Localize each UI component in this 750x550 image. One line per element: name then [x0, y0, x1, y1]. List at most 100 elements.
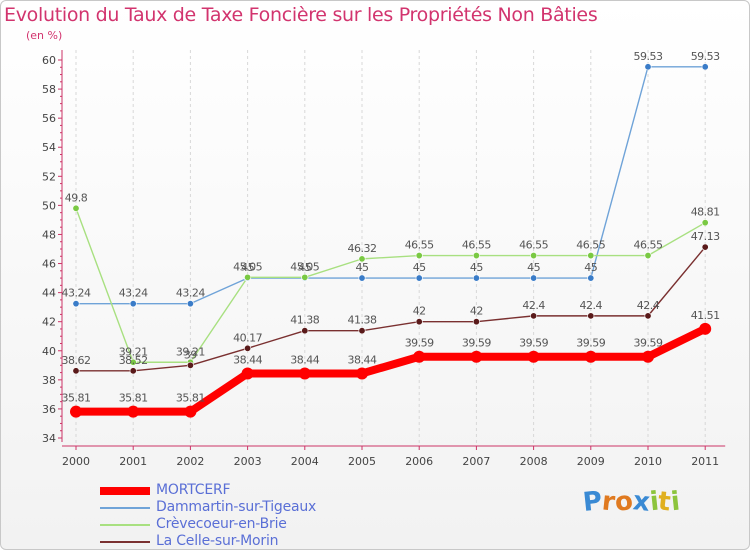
legend-label: MORTCERF: [156, 482, 231, 498]
data-label-la-celle-sur-morin: 42: [470, 305, 483, 318]
data-label-dammartin-sur-tigeaux: 45: [241, 261, 254, 274]
data-labels-layer: 43.24 43.24 43.24 45 45 45 45 45 45 45 59.53 59.53 4…: [62, 50, 721, 405]
data-point-crevecoeur-en-brie: [415, 252, 423, 260]
data-label-crevecoeur-en-brie: 39.21: [176, 345, 205, 358]
data-label-dammartin-sur-tigeaux: 45: [356, 261, 369, 274]
y-tick-label: 46: [42, 258, 56, 271]
data-label-la-celle-sur-morin: 41.38: [290, 314, 319, 327]
legend-swatch: [100, 524, 150, 526]
data-label-mortcerf: 39.59: [634, 337, 663, 350]
x-tick-label: 2001: [119, 455, 147, 468]
data-point-crevecoeur-en-brie: [472, 252, 480, 260]
data-label-crevecoeur-en-brie: 46.55: [634, 239, 663, 252]
data-point-crevecoeur-en-brie: [301, 273, 309, 281]
data-point-mortcerf: [298, 367, 311, 380]
data-label-mortcerf: 35.81: [62, 392, 91, 405]
data-label-la-celle-sur-morin: 38.62: [62, 354, 91, 367]
data-point-dammartin-sur-tigeaux: [644, 63, 652, 71]
y-tick-label: 58: [42, 83, 56, 96]
data-point-mortcerf: [699, 322, 712, 335]
data-label-mortcerf: 39.59: [405, 337, 434, 350]
legend-label: La Celle-sur-Morin: [156, 533, 279, 549]
x-tick-label: 2010: [634, 455, 662, 468]
axes-layer: 34 36 38 40 42 44 46 48 50 52 54 56 58 60 2000 2001 2002…: [42, 50, 726, 468]
data-point-dammartin-sur-tigeaux: [358, 274, 366, 282]
data-point-la-celle-sur-morin: [530, 312, 538, 320]
y-tick-label: 34: [42, 432, 56, 445]
data-label-dammartin-sur-tigeaux: 43.24: [62, 287, 91, 300]
data-label-crevecoeur-en-brie: 49.8: [65, 191, 88, 204]
data-label-crevecoeur-en-brie: 46.32: [348, 242, 377, 255]
y-tick-label: 54: [42, 141, 56, 154]
x-tick-label: 2009: [577, 455, 605, 468]
data-label-la-celle-sur-morin: 42.4: [522, 299, 545, 312]
data-label-mortcerf: 35.81: [119, 392, 148, 405]
y-tick-label: 42: [42, 316, 56, 329]
data-label-crevecoeur-en-brie: 39.21: [119, 345, 148, 358]
y-axis-unit-label: (en %): [26, 29, 63, 42]
data-point-dammartin-sur-tigeaux: [530, 274, 538, 282]
data-point-la-celle-sur-morin: [415, 318, 423, 326]
x-tick-label: 2007: [462, 455, 490, 468]
data-point-crevecoeur-en-brie: [644, 252, 652, 260]
data-label-dammartin-sur-tigeaux: 45: [584, 261, 597, 274]
data-label-dammartin-sur-tigeaux: 45: [413, 261, 426, 274]
data-point-mortcerf: [470, 350, 483, 363]
data-point-mortcerf: [127, 405, 140, 418]
y-tick-label: 48: [42, 228, 56, 241]
proxiti-logo: Proxiti: [581, 486, 681, 518]
data-label-la-celle-sur-morin: 39: [184, 348, 197, 361]
data-point-la-celle-sur-morin: [701, 243, 709, 251]
y-tick-label: 60: [42, 54, 56, 67]
data-label-la-celle-sur-morin: 47.13: [691, 230, 720, 243]
series-markers-layer: [70, 63, 712, 418]
data-point-dammartin-sur-tigeaux: [701, 63, 709, 71]
data-point-la-celle-sur-morin: [472, 318, 480, 326]
data-label-la-celle-sur-morin: 38.52: [119, 354, 148, 367]
legend-label: Dammartin-sur-Tigeaux: [156, 499, 317, 515]
x-tick-label: 2004: [291, 455, 319, 468]
grid-layer: [75, 50, 706, 446]
data-label-dammartin-sur-tigeaux: 59.53: [691, 50, 720, 63]
data-point-la-celle-sur-morin: [644, 312, 652, 320]
series-line-dammartin-sur-tigeaux: [75, 66, 706, 305]
x-tick-label: 2008: [520, 455, 548, 468]
data-label-crevecoeur-en-brie: 46.55: [405, 239, 434, 252]
data-point-crevecoeur-en-brie: [358, 255, 366, 263]
data-point-mortcerf: [356, 367, 368, 380]
data-point-la-celle-sur-morin: [587, 312, 595, 320]
series-line-la-celle-sur-morin: [75, 246, 706, 372]
data-label-dammartin-sur-tigeaux: 45: [470, 261, 483, 274]
data-label-mortcerf: 35.81: [176, 392, 205, 405]
data-label-mortcerf: 38.44: [233, 353, 262, 366]
x-tick-label: 2003: [234, 455, 262, 468]
y-tick-label: 44: [42, 287, 56, 300]
data-point-dammartin-sur-tigeaux: [472, 274, 480, 282]
data-point-crevecoeur-en-brie: [587, 252, 595, 260]
data-label-crevecoeur-en-brie: 46.55: [576, 239, 605, 252]
x-tick-label: 2005: [348, 455, 376, 468]
data-point-la-celle-sur-morin: [358, 327, 366, 335]
data-point-crevecoeur-en-brie: [129, 358, 137, 366]
x-tick-label: 2000: [62, 455, 90, 468]
chart-title: Evolution du Taux de Taxe Foncière sur l…: [4, 4, 598, 26]
x-tick-label: 2006: [405, 455, 433, 468]
line-chart: 34 36 38 40 42 44 46 48 50 52 54 56 58 60 2000 2001 2002…: [42, 50, 726, 468]
series-line-mortcerf: [72, 324, 710, 416]
data-label-dammartin-sur-tigeaux: 59.53: [634, 50, 663, 63]
y-tick-label: 52: [42, 170, 56, 183]
legend-label: Crèvecoeur-en-Brie: [156, 516, 287, 532]
data-point-dammartin-sur-tigeaux: [186, 300, 194, 308]
data-label-dammartin-sur-tigeaux: 43.24: [176, 287, 205, 300]
data-label-la-celle-sur-morin: 42.4: [637, 299, 660, 312]
data-label-crevecoeur-en-brie: 48.81: [691, 206, 720, 219]
data-label-dammartin-sur-tigeaux: 45: [527, 261, 540, 274]
data-label-crevecoeur-en-brie: 45.05: [233, 260, 262, 273]
legend-swatch: [100, 541, 150, 543]
data-point-la-celle-sur-morin: [301, 327, 309, 335]
data-point-mortcerf: [413, 350, 426, 363]
data-label-mortcerf: 39.59: [462, 337, 491, 350]
data-label-mortcerf: 38.44: [290, 353, 319, 366]
y-tick-label: 56: [42, 112, 56, 125]
legend-swatch: [100, 507, 150, 509]
